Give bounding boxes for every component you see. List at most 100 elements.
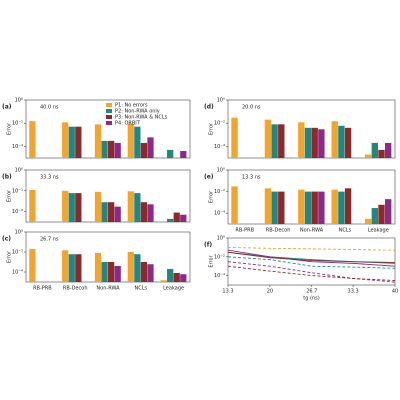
- bar: [298, 122, 305, 158]
- x-axis-label: tg (ns): [303, 296, 319, 302]
- legend-swatch: [106, 121, 112, 125]
- panel-label: (f): [204, 242, 212, 249]
- bar: [173, 272, 180, 282]
- bar: [364, 218, 372, 224]
- bar: [101, 202, 108, 222]
- y-tick-label: 10⁰: [15, 98, 23, 104]
- bar: [127, 252, 134, 282]
- x-tick-label: NCLs: [134, 286, 147, 292]
- y-axis-label: Error: [7, 189, 13, 202]
- bar: [180, 214, 187, 222]
- bar: [231, 117, 238, 158]
- y-tick-label: 10⁰: [217, 98, 225, 104]
- bar: [167, 268, 174, 282]
- panel-label: (c): [2, 236, 11, 243]
- x-tick-label: 33.3: [348, 289, 359, 295]
- bar: [384, 142, 392, 158]
- y-axis-label: Error: [7, 122, 13, 135]
- y-axis-label: Error: [209, 190, 215, 203]
- bar: [331, 189, 338, 224]
- y-axis-label: Error: [209, 122, 215, 135]
- y-tick-label: 10⁻⁴: [12, 144, 23, 150]
- legend-swatch: [106, 109, 112, 113]
- bar: [311, 191, 318, 224]
- bar: [271, 124, 278, 158]
- bar: [94, 252, 102, 282]
- bar: [298, 189, 305, 224]
- bar: [134, 254, 141, 282]
- bar: [29, 189, 36, 222]
- bar: [114, 206, 121, 222]
- y-tick-label: 10⁻⁴: [214, 144, 225, 150]
- line: [227, 265, 396, 281]
- bar: [278, 191, 285, 224]
- bar: [94, 191, 102, 222]
- bar: [101, 140, 108, 158]
- legend-swatch: [106, 103, 112, 107]
- bar: [231, 186, 238, 224]
- y-tick-label: 10⁻⁴: [12, 270, 23, 276]
- bar: [127, 123, 134, 158]
- y-tick-label: 10⁻⁴: [214, 273, 225, 279]
- legend-swatch: [106, 115, 112, 119]
- panel-label: (d): [204, 104, 214, 111]
- annotation: 20.0 ns: [242, 105, 261, 111]
- y-tick-label: 10⁰: [15, 230, 23, 236]
- bar: [331, 121, 338, 158]
- bar: [304, 127, 312, 158]
- panel-label: (b): [2, 174, 12, 181]
- y-tick-label: 10⁻²: [214, 121, 225, 127]
- legend-label: P4: ORBIT: [115, 121, 141, 127]
- plot-frame: [227, 237, 396, 286]
- legend-label: P1: No errors: [115, 103, 148, 109]
- bar: [278, 124, 285, 158]
- bar: [378, 204, 385, 224]
- x-tick-label: 13.3: [222, 289, 233, 295]
- bar: [68, 193, 75, 222]
- x-tick-label: NCLs: [339, 228, 352, 234]
- bar: [29, 121, 36, 158]
- bar: [134, 126, 141, 158]
- bar: [167, 149, 174, 158]
- bar: [101, 262, 108, 282]
- bar: [140, 142, 148, 158]
- x-tick-label: Non-RWA: [300, 228, 324, 234]
- bar: [75, 254, 82, 282]
- y-axis-label: Error: [7, 250, 13, 263]
- bar: [180, 274, 187, 282]
- legend-label: P2: Non-RWA only: [115, 109, 160, 115]
- bar: [108, 202, 115, 222]
- bar: [318, 129, 325, 158]
- bar: [147, 204, 154, 222]
- bar: [75, 193, 82, 222]
- y-tick-label: 10⁻⁴: [12, 209, 23, 215]
- bar: [271, 191, 278, 224]
- x-tick-label: Leakage: [368, 228, 389, 234]
- y-tick-label: 10⁻⁴: [214, 211, 225, 217]
- bar: [68, 254, 75, 282]
- x-tick-label: Leakage: [163, 286, 184, 292]
- bar: [62, 122, 69, 158]
- bar: [338, 191, 345, 224]
- bar: [108, 140, 115, 158]
- bar: [147, 264, 154, 282]
- bar: [68, 126, 75, 158]
- x-tick-label: RB-PRB: [33, 286, 52, 292]
- bar: [147, 137, 154, 158]
- bar: [264, 119, 272, 158]
- bar: [140, 202, 148, 222]
- x-tick-label: RB-PRB: [235, 228, 254, 234]
- bar: [338, 125, 345, 158]
- bar: [134, 193, 141, 222]
- bar: [180, 151, 187, 158]
- bar: [371, 208, 378, 224]
- bar: [62, 250, 69, 282]
- bar: [384, 199, 392, 224]
- annotation: 40.0 ns: [40, 105, 59, 111]
- bar: [304, 191, 312, 224]
- panel-label: (a): [2, 104, 12, 111]
- bar: [114, 265, 121, 282]
- bar: [94, 124, 102, 158]
- bar: [344, 127, 352, 158]
